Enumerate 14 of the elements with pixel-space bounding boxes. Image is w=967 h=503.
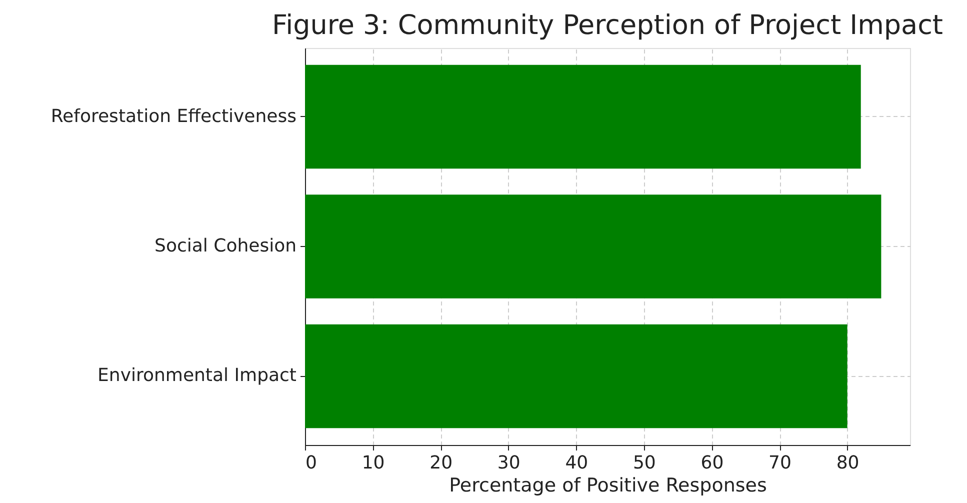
y-tick-label: Reforestation Effectiveness xyxy=(50,106,296,127)
x-tick-label: 0 xyxy=(306,452,317,474)
x-tick-label: 30 xyxy=(497,452,520,474)
x-tick-label: 40 xyxy=(565,452,588,474)
x-tick-label: 50 xyxy=(632,452,656,474)
x-tick-label: 80 xyxy=(836,452,860,474)
y-tick-label: Environmental Impact xyxy=(98,365,296,386)
x-tick-label: 70 xyxy=(768,452,792,474)
x-tick-label: 20 xyxy=(430,452,453,474)
chart-title: Figure 3: Community Perception of Project Impact xyxy=(272,10,944,41)
x-tick-label: 10 xyxy=(362,452,385,474)
y-tick-label: Social Cohesion xyxy=(154,236,296,256)
x-tick-label: 60 xyxy=(700,452,724,474)
x-axis-title: Percentage of Positive Responses xyxy=(449,474,767,496)
